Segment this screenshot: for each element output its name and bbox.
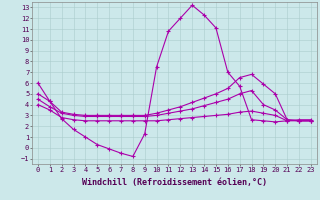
X-axis label: Windchill (Refroidissement éolien,°C): Windchill (Refroidissement éolien,°C) [82, 178, 267, 187]
